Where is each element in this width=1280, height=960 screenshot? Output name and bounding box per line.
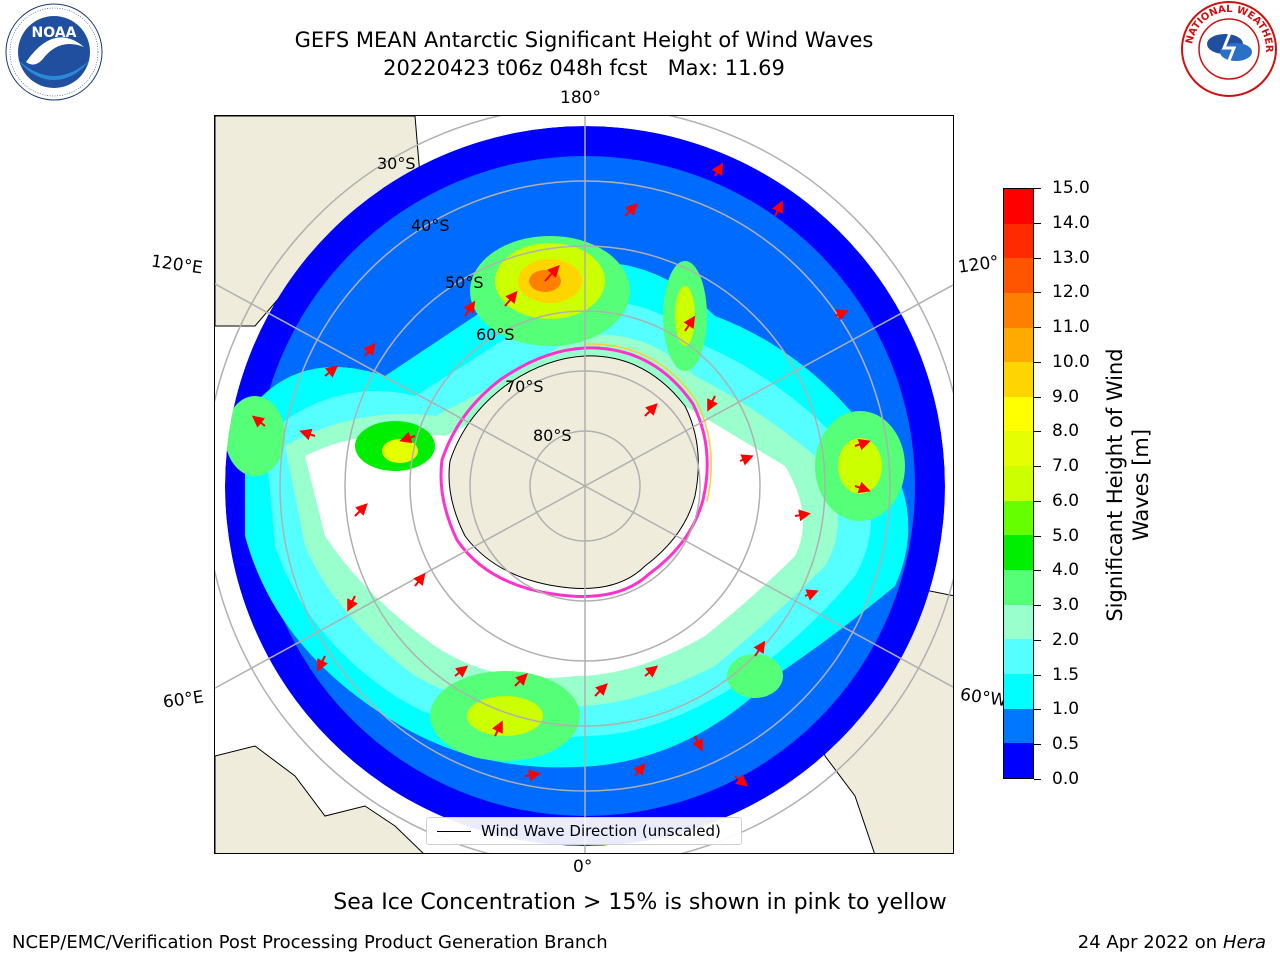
colorbar-segment [1004, 500, 1033, 536]
lat-label-70s: 70°S [505, 377, 544, 396]
black-line-icon [437, 830, 471, 832]
colorbar-tick-label: 1.5 [1052, 664, 1080, 685]
title-line-1: GEFS MEAN Antarctic Significant Height o… [294, 28, 874, 52]
colorbar-tick [1034, 257, 1041, 259]
nws-logo-icon: NATIONAL WEATHER SERVICE [1180, 0, 1277, 97]
colorbar-segment [1004, 708, 1033, 744]
lon-label-120e: 120°E [149, 251, 204, 279]
colorbar-tick [1034, 500, 1041, 502]
footer-host: Hera [1222, 932, 1266, 953]
lat-label-30s: 30°S [377, 154, 416, 173]
graticule [215, 116, 953, 853]
colorbar-tick-label: 1.0 [1052, 699, 1080, 720]
lon-label-0: 0° [573, 857, 593, 877]
footer-date-text: 24 Apr 2022 on [1077, 932, 1223, 953]
map-legend: Wind Wave Direction (unscaled) [426, 817, 742, 845]
africa-land [215, 745, 424, 853]
colorbar-tick-label: 11.0 [1052, 317, 1090, 338]
colorbar-tick [1034, 361, 1041, 363]
colorbar-segment [1004, 570, 1033, 605]
colorbar-tick-label: 10.0 [1052, 351, 1090, 372]
colorbar-tick-label: 14.0 [1052, 212, 1090, 233]
colorbar-segment [1004, 396, 1033, 432]
colorbar-tick-label: 7.0 [1052, 456, 1080, 477]
colorbar-tick [1034, 431, 1041, 433]
colorbar [1003, 188, 1034, 779]
colorbar-segment [1004, 189, 1033, 224]
colorbar-tick [1034, 327, 1041, 329]
colorbar-segment [1004, 604, 1033, 640]
wave-height-map: 30°S 40°S 50°S 60°S 70°S 80°S [215, 116, 953, 853]
colorbar-tick [1034, 396, 1041, 398]
colorbar-tick [1034, 779, 1041, 780]
colorbar-tick-label: 0.0 [1052, 769, 1080, 789]
lon-label-60w: 60°W [958, 684, 1009, 712]
colorbar-segment [1004, 258, 1033, 293]
colorbar-segment [1004, 327, 1033, 363]
colorbar-segment [1004, 292, 1033, 328]
colorbar-segment [1004, 223, 1033, 259]
colorbar-tick [1034, 570, 1041, 572]
colorbar-tick-label: 4.0 [1052, 560, 1080, 581]
colorbar-tick-label: 9.0 [1052, 386, 1080, 407]
colorbar-tick [1034, 292, 1041, 294]
colorbar-tick-label: 12.0 [1052, 282, 1090, 303]
colorbar-segment [1004, 466, 1033, 501]
colorbar-segment [1004, 639, 1033, 674]
title-line-2: 20220423 t06z 048h fcst Max: 11.69 [383, 56, 785, 80]
sea-ice-edge [439, 346, 709, 598]
colorbar-segment [1004, 743, 1033, 778]
wave-direction-arrows [251, 162, 871, 787]
legend-label: Wind Wave Direction (unscaled) [481, 822, 721, 840]
lon-label-60e: 60°E [161, 687, 206, 713]
colorbar-tick [1034, 744, 1041, 746]
colorbar-segment [1004, 673, 1033, 709]
svg-text:NOAA: NOAA [32, 25, 77, 41]
footer-producer: NCEP/EMC/Verification Post Processing Pr… [12, 932, 608, 953]
colorbar-tick-label: 15.0 [1052, 178, 1090, 198]
colorbar-tick-label: 5.0 [1052, 525, 1080, 546]
colorbar-title-line-2: Waves [m] [1129, 428, 1153, 542]
colorbar-tick-label: 3.0 [1052, 595, 1080, 616]
sea-ice-caption: Sea Ice Concentration > 15% is shown in … [333, 890, 947, 915]
colorbar-segment [1004, 362, 1033, 397]
colorbar-segment [1004, 431, 1033, 467]
chart-title: GEFS MEAN Antarctic Significant Height o… [0, 26, 1168, 82]
colorbar-tick [1034, 639, 1041, 641]
lat-label-80s: 80°S [533, 426, 572, 445]
colorbar-tick-label: 13.0 [1052, 247, 1090, 268]
colorbar-tick-label: 2.0 [1052, 629, 1080, 650]
colorbar-tick-label: 0.5 [1052, 734, 1080, 755]
noaa-logo-icon: NOAA [5, 3, 103, 101]
lon-label-180: 180° [560, 88, 601, 108]
colorbar-tick-label: 8.0 [1052, 421, 1080, 442]
antarctica-land [448, 355, 699, 589]
map-panel: 30°S 40°S 50°S 60°S 70°S 80°S [214, 115, 954, 854]
colorbar-tick-label: 6.0 [1052, 490, 1080, 511]
colorbar-segment [1004, 535, 1033, 571]
colorbar-tick [1034, 709, 1041, 711]
lat-label-60s: 60°S [476, 325, 515, 344]
lat-label-50s: 50°S [445, 273, 484, 292]
colorbar-tick [1034, 605, 1041, 607]
lat-label-40s: 40°S [411, 216, 450, 235]
colorbar-tick [1034, 535, 1041, 537]
colorbar-title-line-1: Significant Height of Wind [1103, 348, 1127, 622]
colorbar-tick [1034, 222, 1041, 224]
colorbar-tick [1034, 466, 1041, 468]
colorbar-tick [1034, 188, 1041, 189]
colorbar-tick [1034, 674, 1041, 676]
footer-date: 24 Apr 2022 on Hera [1078, 932, 1266, 953]
lon-label-120w: 120° [956, 252, 1001, 278]
